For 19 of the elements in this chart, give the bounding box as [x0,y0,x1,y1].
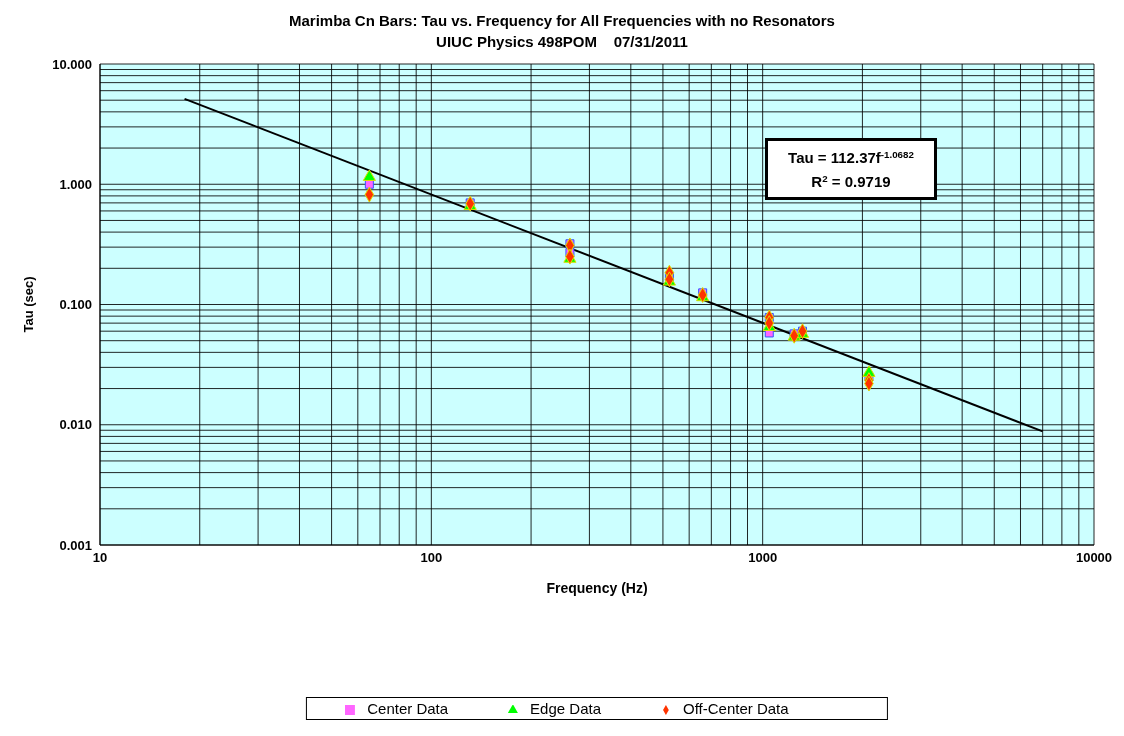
y-tick-label: 1.000 [59,176,92,192]
chart-subtitle: UIUC Physics 498POM 07/31/2011 [435,32,689,52]
chart-title: Marimba Cn Bars: Tau vs. Frequency for All Frequencies with no Resonators [288,11,836,31]
x-tick-label: 10000 [1075,550,1113,566]
x-tick-label: 10 [92,550,108,566]
legend-label: Edge Data [530,700,601,717]
annotation: Tau = 112.37f$^{-1.0682}$ [788,148,915,166]
y-axis-title: Tau (sec) [20,276,36,333]
x-tick-label: 100 [420,550,443,566]
legend-label: Center Data [367,700,449,717]
y-tick-label: 10.000 [52,56,92,72]
x-axis-title: Frequency (Hz) [546,580,648,596]
y-tick-label: 0.100 [59,297,92,313]
legend-label: Off-Center Data [683,700,789,717]
annotation: R$^{2}$ = 0.9719 [811,172,891,190]
text-box: Tau = 112.37f$^{-1.0682}$ R$^{2}$ = 0.9719 [765,138,937,200]
x-tick-label: 1000 [748,550,778,566]
y-tick-label: 0.010 [59,417,92,433]
y-tick-label: 0.001 [59,537,92,553]
